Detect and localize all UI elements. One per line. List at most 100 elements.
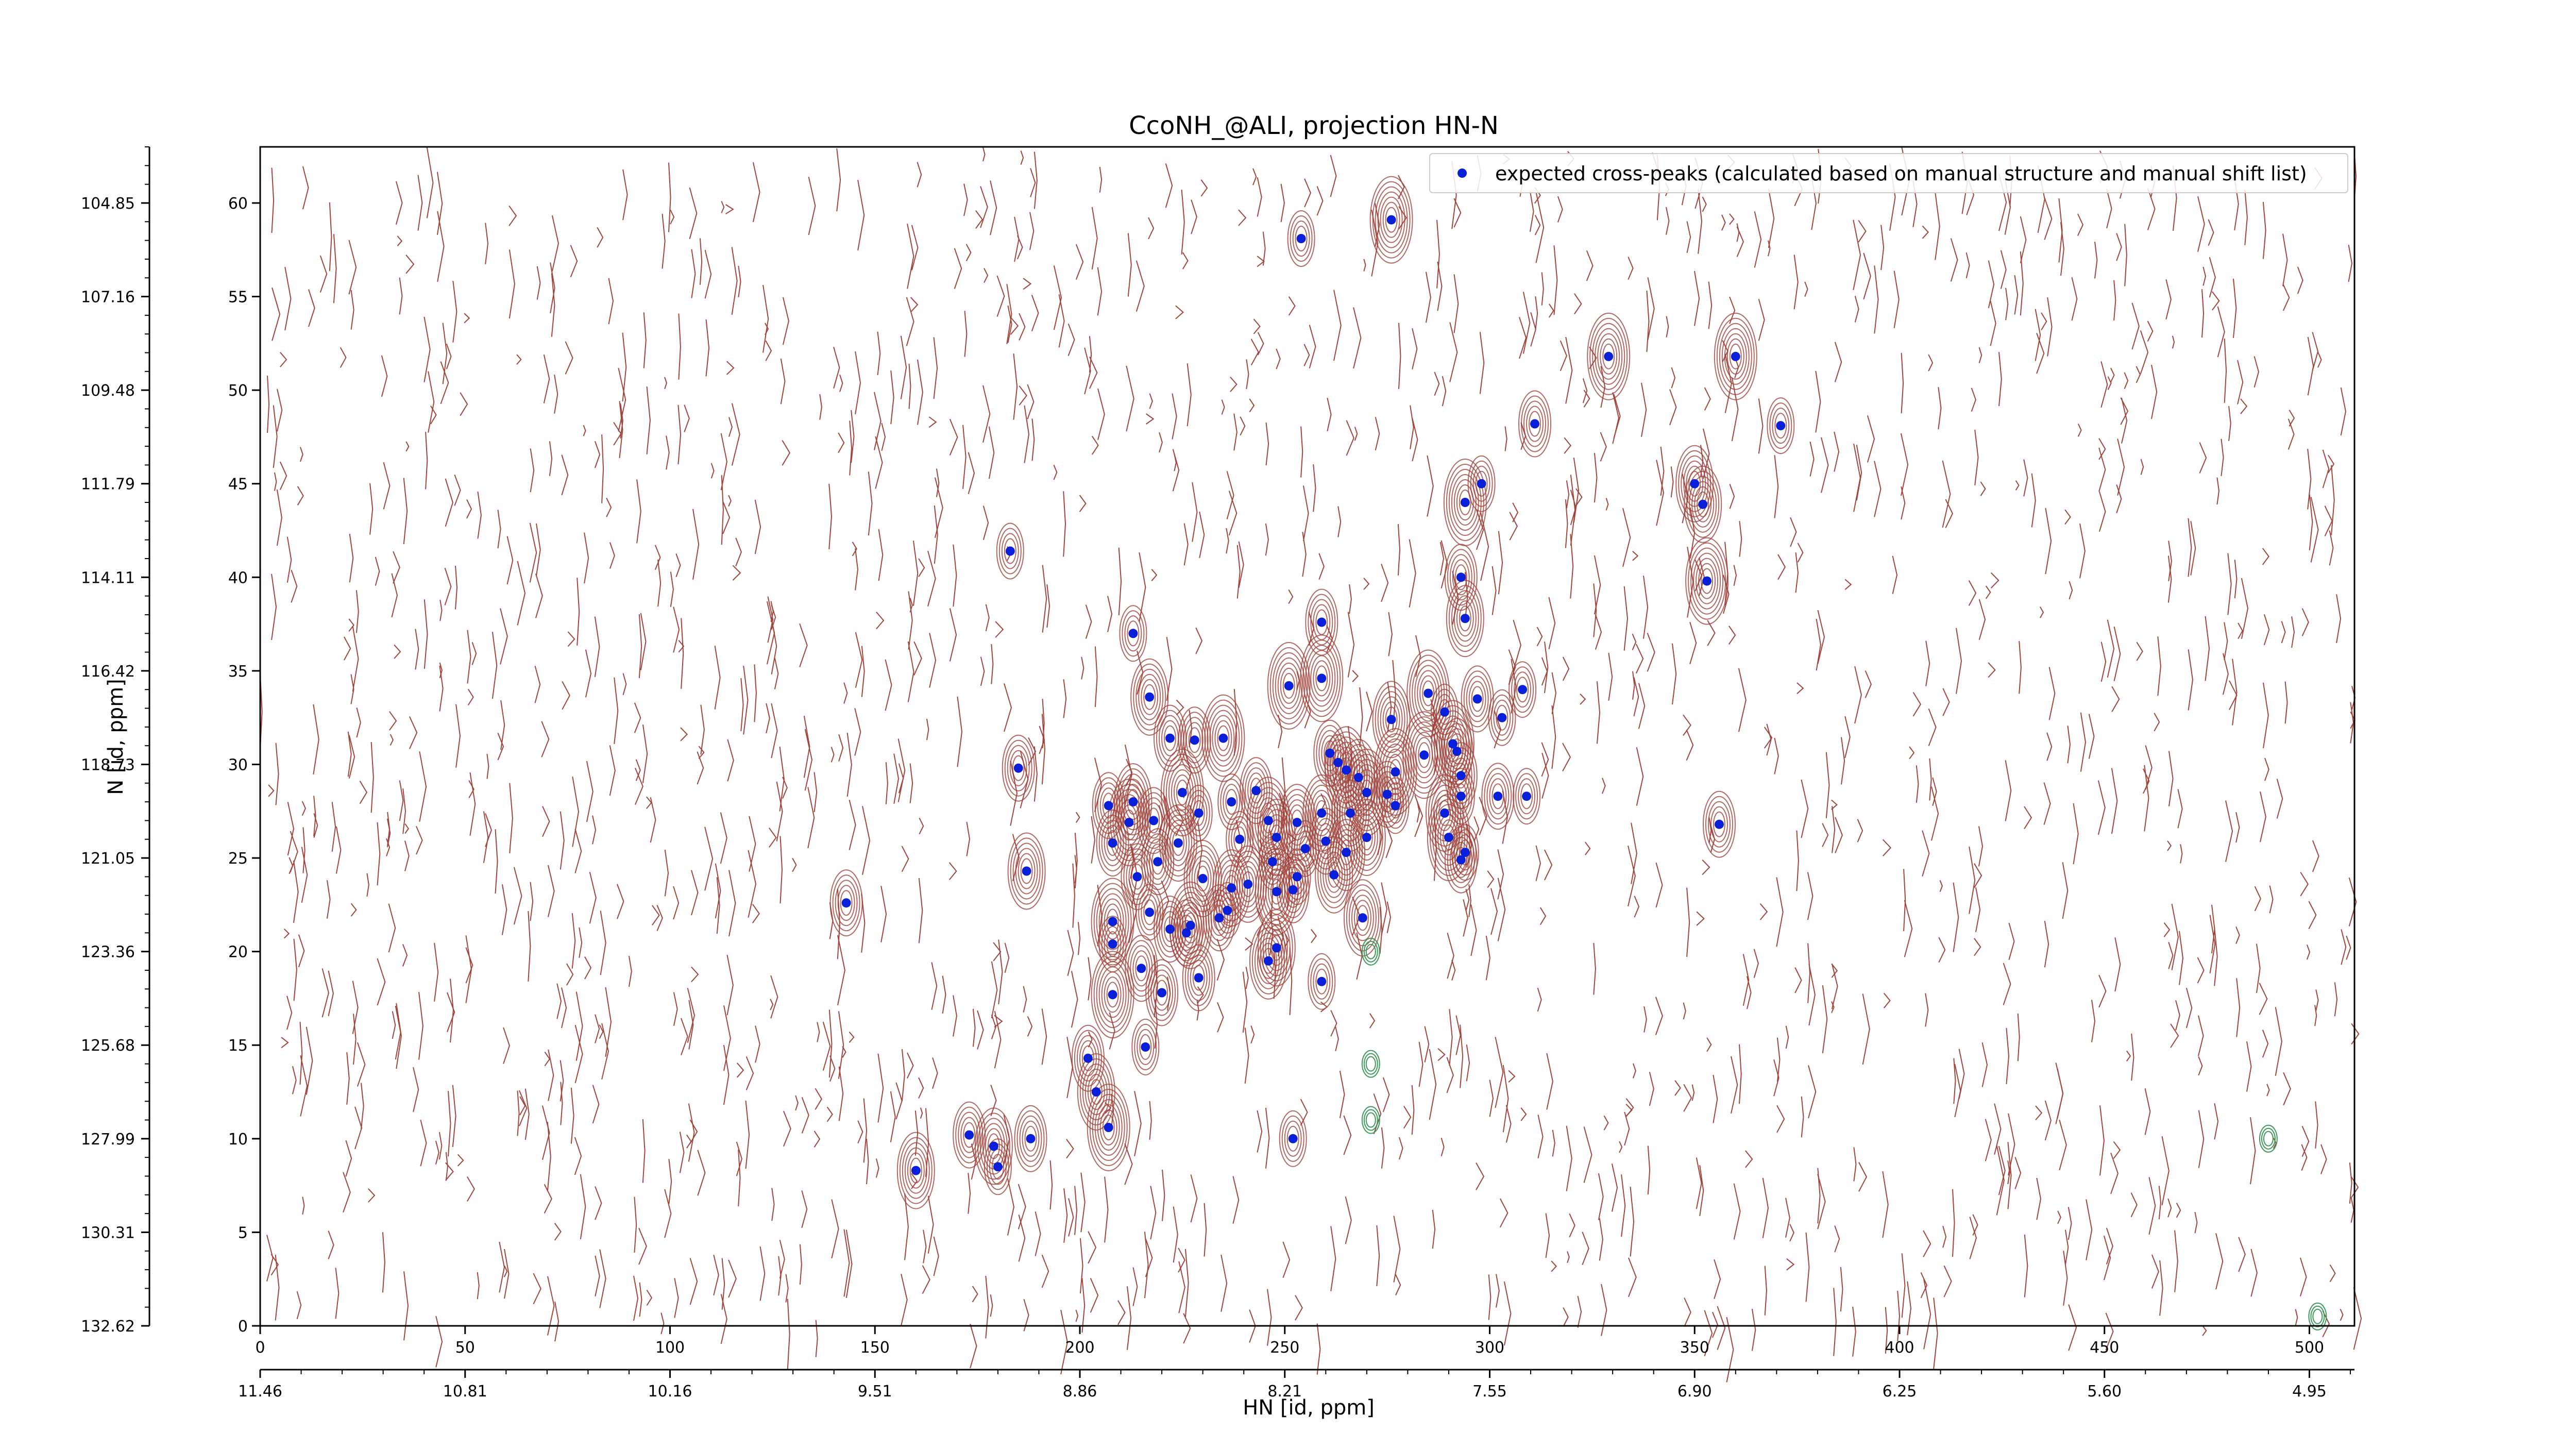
noise-contour [752,904,760,923]
noise-contour [2020,251,2024,316]
peak-contour [1292,221,1310,257]
noise-contour [536,266,541,300]
cross-peak-33 [1013,763,1023,773]
noise-contour [1019,385,1027,406]
noise-contour [2235,812,2240,843]
noise-contour [1434,372,1440,396]
noise-contour [1841,737,1845,785]
noise-contour [1759,903,1768,920]
noise-contour [2107,619,2115,678]
noise-contour [1990,572,1999,588]
negative-contour [2310,1305,2325,1327]
noise-contour [646,1289,653,1306]
peak-contour [1178,706,1211,774]
noise-contour [2177,789,2183,829]
noise-contour [562,681,570,710]
peak-contour [1300,634,1344,722]
noise-contour [831,747,835,763]
noise-contour [1625,1103,1633,1117]
peak-contour [1454,763,1467,789]
peak-contour [1451,474,1479,531]
noise-contour [1603,1115,1609,1131]
noise-contour [700,704,705,755]
noise-contour [1418,1041,1423,1087]
noise-contour [335,1268,340,1319]
noise-contour [1831,799,1838,810]
noise-contour [550,262,555,314]
noise-contour [636,479,641,544]
peak-contour [1201,694,1245,782]
noise-contour [1704,387,1711,411]
noise-contour [1127,233,1132,297]
peak-contour [1281,866,1304,913]
cross-peak-24 [1497,713,1507,722]
noise-contour [266,1235,274,1282]
noise-contour [2048,667,2056,720]
noise-contour [664,1189,672,1238]
noise-contour [2091,1000,2096,1042]
noise-contour [2208,219,2214,246]
noise-contour [2036,1177,2042,1220]
noise-contour [500,700,505,750]
cross-peak-32 [1452,747,1462,756]
noise-contour [1733,1183,1741,1240]
noise-contour [980,656,985,686]
peak-contour [1358,819,1376,856]
noise-contour [762,284,769,353]
noise-contour [1628,257,1634,280]
noise-contour [2158,1186,2162,1220]
noise-contour [1479,331,1485,394]
noise-contour [2221,439,2224,477]
noise-contour [2005,288,2009,321]
noise-contour [1834,1225,1840,1253]
y-ppm-tick-label: 107.16 [81,289,135,307]
noise-contour [1647,277,1655,340]
noise-contour [2197,196,2205,252]
noise-contour [1541,657,1548,686]
noise-contour [1733,565,1737,586]
peak-contour [1010,837,1043,905]
peak-contour [1267,819,1285,856]
peak-contour [1323,851,1346,898]
peak-contour [1493,699,1511,736]
noise-contour [1278,715,1283,749]
noise-contour [270,1254,279,1276]
peak-contour [1002,734,1035,802]
noise-contour [1046,584,1050,628]
peak-contour [1697,491,1709,517]
noise-contour [561,454,569,496]
noise-contour [755,1025,760,1063]
noise-contour [1511,659,1517,714]
noise-contour [2140,459,2144,475]
noise-contour [2336,594,2342,644]
noise-contour [1381,563,1389,602]
noise-contour [2111,768,2118,834]
noise-contour [1686,729,1694,761]
noise-contour [345,1140,352,1177]
noise-contour [2015,480,2020,491]
noise-contour [1844,579,1852,590]
noise-contour [395,181,403,225]
peak-contour [1514,671,1532,708]
noise-contour [1595,614,1602,650]
peak-contour [1022,1120,1040,1157]
noise-contour [2068,1304,2077,1351]
noise-contour [819,394,822,420]
noise-contour [893,753,900,804]
noise-contour [1466,1044,1470,1082]
cross-peak-101 [964,1130,974,1140]
cross-peak-0 [1296,234,1306,243]
noise-contour [2147,188,2156,230]
cross-peak-15 [1128,629,1138,638]
noise-contour [1833,1288,1837,1356]
noise-contour [1174,453,1177,471]
peak-contour [1172,830,1184,856]
peak-contour [1318,730,1342,777]
noise-contour [895,1082,903,1120]
peak-contour [960,1117,978,1153]
noise-contour [1118,547,1122,616]
peak-contour [1131,1018,1160,1075]
peak-contour [1377,691,1405,748]
noise-contour [1776,1105,1785,1133]
peak-contour [1381,777,1410,834]
